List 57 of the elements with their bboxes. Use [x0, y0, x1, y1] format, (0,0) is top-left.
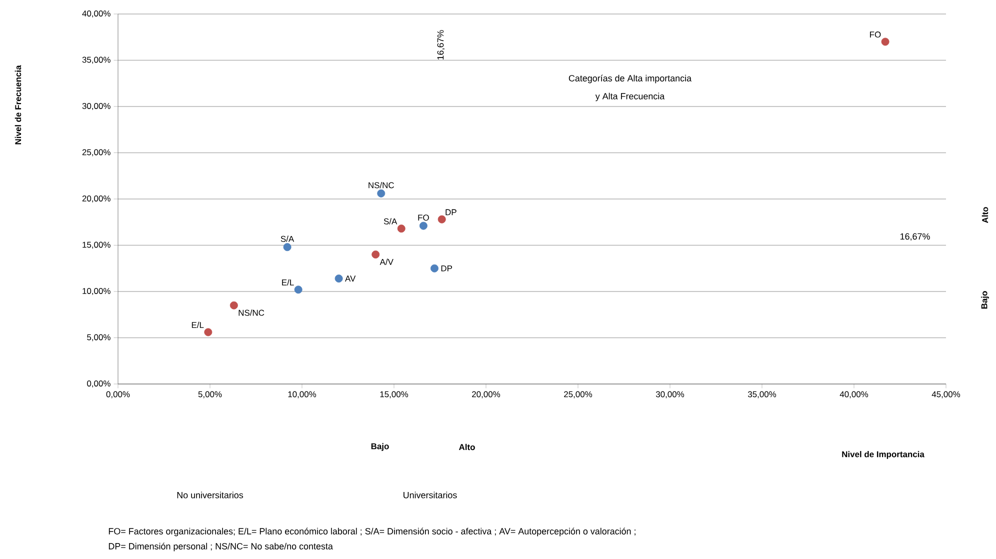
x-tick-label: 30,00% [656, 391, 684, 398]
x-tick-label: 20,00% [472, 391, 500, 398]
point [334, 274, 343, 283]
x-tick-label: 25,00% [564, 391, 592, 398]
text: Bajo [371, 443, 389, 451]
text: No universitarios [177, 492, 244, 498]
annotation: DP [446, 209, 456, 216]
text: Nivel de Frecuencia [14, 65, 22, 144]
y-tick-label: 35,00% [82, 56, 110, 64]
text: Nivel de Importancia [842, 451, 924, 459]
point [283, 243, 292, 252]
annotation: FO [870, 32, 881, 38]
x-tick-label: 35,00% [748, 391, 776, 398]
annotation: E/L [282, 279, 294, 286]
point [294, 286, 302, 294]
point [438, 215, 446, 224]
point [230, 301, 238, 310]
point [881, 38, 890, 46]
annotation: NS/NC [238, 310, 264, 316]
point [430, 264, 438, 272]
text: Alto [458, 444, 475, 450]
y-tick-label: 30,00% [82, 102, 110, 110]
text: DP= Dimensión personal ; NS/NC= No sabe/no contesta [108, 542, 333, 552]
y-tick-label: 10,00% [82, 288, 110, 295]
y-tick-label: 5,00% [87, 334, 110, 342]
annotation: y Alta Frecuencia [595, 92, 665, 102]
annotation: S/A [384, 218, 398, 224]
annotation: Categorías de Alta importancia [568, 74, 692, 84]
point [372, 250, 380, 258]
y-tick-label: 0,00% [87, 380, 110, 388]
text: FO= Factores organizacionales; E/L= Plano económico laboral ; S/A= Dimensión socio - afectiva ; AV= Autopercepción o valoración ; [108, 528, 636, 536]
text: Bajo [981, 291, 989, 309]
x-tick-label: 10,00% [288, 391, 316, 398]
annotation: DP [441, 265, 452, 272]
annotation: 16,67% [900, 233, 930, 241]
x-tick-label: 5,00% [198, 391, 222, 398]
annotation: S/A [280, 236, 294, 242]
x-tick-label: 15,00% [380, 391, 408, 398]
point [377, 189, 386, 198]
y-tick-label: 20,00% [82, 195, 110, 202]
y-tick-label: 15,00% [82, 242, 110, 249]
x-tick-label: 45,00% [932, 391, 960, 398]
annotation: A/V [380, 258, 394, 265]
point [204, 328, 212, 336]
annotation: AV [345, 276, 356, 282]
text: Alto [982, 207, 988, 224]
annotation: FO [418, 214, 429, 221]
y-tick-label: 40,00% [82, 10, 110, 18]
text: Universitarios [404, 492, 457, 498]
annotation: 16,67% [437, 30, 445, 60]
x-tick-label: 40,00% [840, 391, 868, 398]
point [397, 224, 406, 233]
point [419, 222, 428, 230]
y-tick-label: 25,00% [82, 149, 110, 156]
annotation: NS/NC [368, 182, 394, 188]
x-tick-label: 0,00% [106, 391, 130, 398]
annotation: E/L [192, 322, 204, 328]
